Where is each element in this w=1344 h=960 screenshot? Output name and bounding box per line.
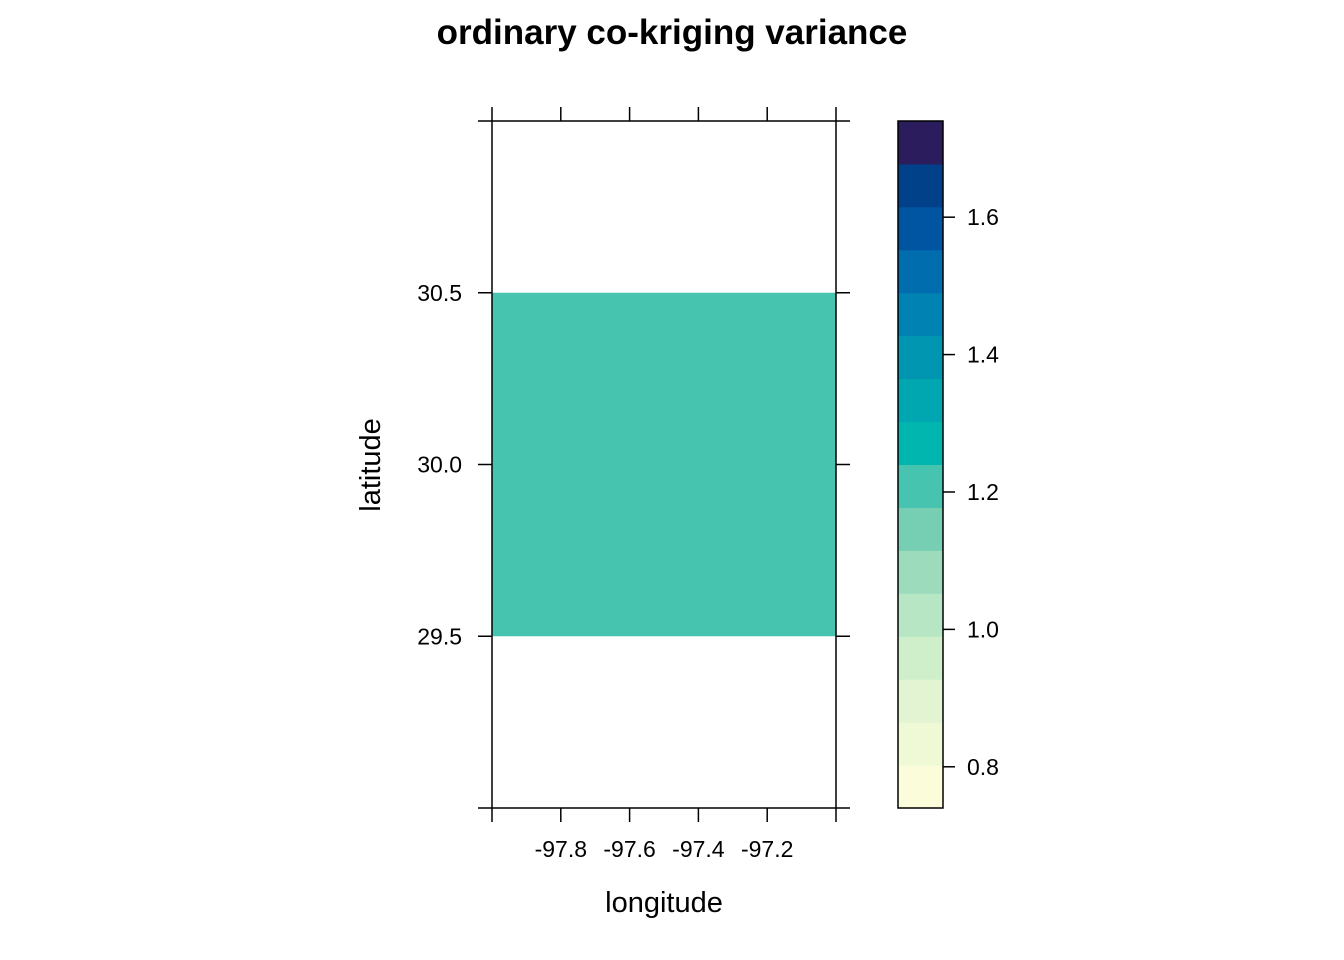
color-key-swatch — [898, 593, 943, 637]
y-axis-title: latitude — [355, 418, 387, 512]
x-tick-label: -97.6 — [603, 836, 655, 862]
color-key-swatch — [898, 206, 943, 251]
color-key-frame — [897, 120, 944, 809]
color-key-swatch — [898, 679, 943, 723]
color-key-swatch — [898, 464, 943, 508]
color-key-swatch — [898, 335, 943, 380]
color-key-swatch — [898, 550, 943, 594]
color-key-swatch — [898, 765, 943, 809]
x-axis: -97.8 -97.6 -97.4 -97.2 — [491, 107, 837, 862]
color-key-swatch — [898, 507, 943, 551]
color-key-swatch — [898, 421, 943, 465]
color-key-tick-label: 1.4 — [967, 342, 999, 368]
x-axis-title: longitude — [605, 887, 723, 919]
color-key-tick-label: 1.0 — [967, 616, 999, 642]
color-key-swatch — [898, 636, 943, 680]
heatmap-cell — [492, 292, 836, 637]
x-tick-label: -97.8 — [535, 836, 587, 862]
color-key-swatch — [898, 121, 943, 165]
y-tick-label: 30.5 — [417, 280, 462, 306]
color-key-swatch — [898, 292, 943, 337]
color-key-tick-label: 1.6 — [967, 204, 999, 230]
color-key-swatch — [898, 163, 943, 208]
color-key-swatch — [898, 378, 943, 423]
color-key-tick-label: 1.2 — [967, 479, 999, 505]
color-key-swatch — [898, 249, 943, 294]
y-tick-label: 29.5 — [417, 623, 462, 649]
color-key-tick-label: 0.8 — [967, 754, 999, 780]
color-key-swatch — [898, 722, 943, 766]
color-key: 0.8 1.0 1.2 1.4 1.6 — [897, 120, 999, 809]
y-axis: 29.5 30.0 30.5 — [417, 120, 850, 809]
y-tick-label: 30.0 — [417, 452, 462, 478]
chart-title: ordinary co-kriging variance — [437, 13, 908, 52]
x-tick-label: -97.4 — [672, 836, 725, 862]
x-tick-label: -97.2 — [741, 836, 793, 862]
plot-area — [491, 120, 837, 809]
